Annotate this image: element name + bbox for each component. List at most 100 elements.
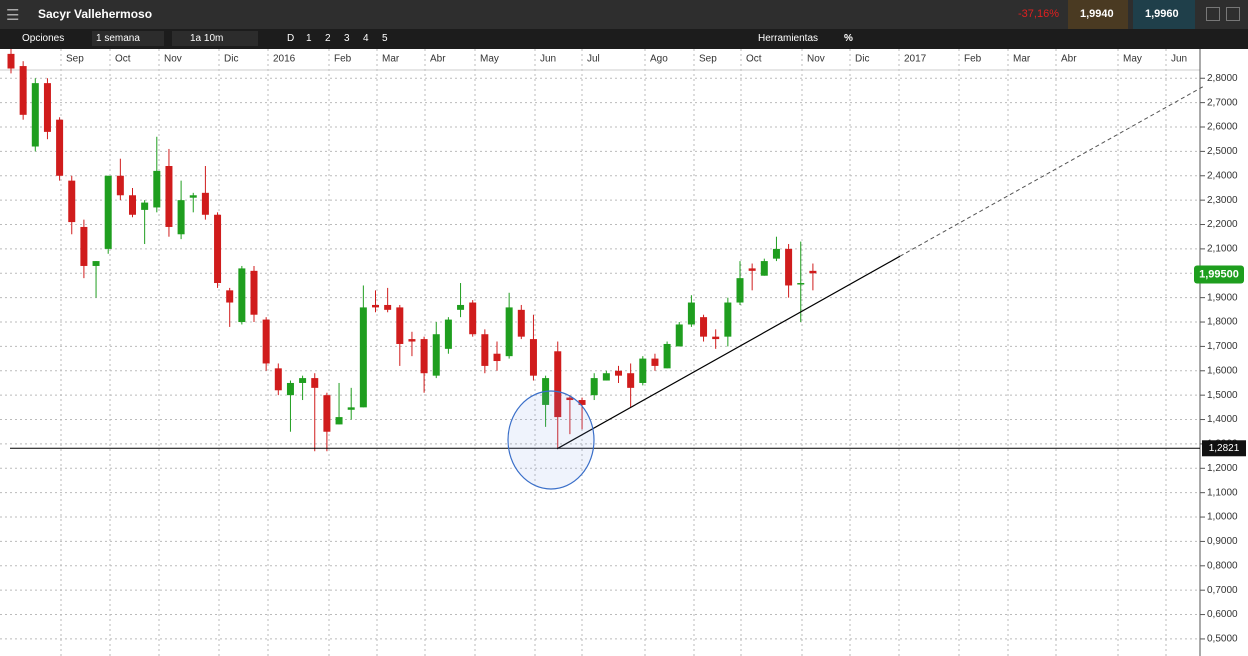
support-tag bbox=[1202, 440, 1246, 457]
y-tick-label: 1,9000 bbox=[1207, 292, 1238, 303]
candle-body bbox=[639, 358, 647, 383]
x-axis-band bbox=[0, 49, 1200, 69]
toolbar-button[interactable]: 1 bbox=[306, 33, 312, 44]
y-tick-label: 2,8000 bbox=[1207, 73, 1238, 84]
x-tick-label: Jun bbox=[540, 54, 556, 65]
x-tick-label: 2017 bbox=[904, 54, 927, 65]
range-select[interactable]: 1a 10m bbox=[172, 31, 258, 46]
x-tick-label: May bbox=[1123, 54, 1142, 65]
x-tick-label: Abr bbox=[1061, 54, 1077, 65]
toolbar-button[interactable]: 2 bbox=[325, 33, 331, 44]
toolbar-button[interactable]: 5 bbox=[382, 33, 388, 44]
x-tick-label: Sep bbox=[699, 54, 717, 65]
candle-body bbox=[226, 290, 234, 303]
candle-body bbox=[566, 397, 574, 401]
y-tick-label: 1,6000 bbox=[1207, 365, 1238, 376]
candle-body bbox=[797, 283, 805, 285]
candle-body bbox=[165, 166, 173, 227]
y-tick-label: 2,6000 bbox=[1207, 122, 1238, 133]
bid-box[interactable]: 1,9940 bbox=[1068, 0, 1128, 29]
period: 1 semana bbox=[96, 33, 140, 44]
x-tick-label: Jun bbox=[1171, 54, 1187, 65]
candle-body bbox=[578, 400, 586, 405]
candle-body bbox=[554, 351, 562, 418]
y-tick-label: 1,4000 bbox=[1207, 414, 1238, 425]
candle-body bbox=[43, 83, 51, 132]
candle-body bbox=[153, 170, 161, 208]
candle-body bbox=[700, 317, 708, 337]
toolbar-button[interactable]: D bbox=[287, 33, 295, 44]
candle-body bbox=[602, 373, 610, 381]
candle-body bbox=[687, 302, 695, 325]
y-tick-label: 0,8000 bbox=[1207, 560, 1238, 571]
candle-body bbox=[675, 324, 683, 347]
y-tick-label: 2,1000 bbox=[1207, 244, 1238, 255]
candle-body bbox=[141, 202, 149, 210]
x-tick-label: Jul bbox=[587, 54, 600, 65]
window-button[interactable] bbox=[1206, 7, 1220, 21]
options[interactable]: Opciones bbox=[22, 33, 65, 44]
x-tick-label: Nov bbox=[164, 54, 182, 65]
candle-body bbox=[627, 373, 635, 388]
x-tick-label: Abr bbox=[430, 54, 446, 65]
ask-box[interactable]: 1,9960 bbox=[1133, 0, 1195, 29]
candle-body bbox=[31, 83, 39, 147]
menu-icon[interactable]: ☰ bbox=[6, 7, 20, 24]
candle-body bbox=[481, 334, 489, 366]
y-tick-label: 2,5000 bbox=[1207, 146, 1238, 157]
candle-body bbox=[250, 270, 258, 315]
ask: 1,9960 bbox=[1145, 8, 1179, 20]
x-tick-label: May bbox=[480, 54, 499, 65]
last-price-label: 1,99500 bbox=[1199, 268, 1239, 280]
tools[interactable]: Herramientas bbox=[758, 33, 819, 44]
candle-body bbox=[469, 302, 477, 335]
candle-body bbox=[809, 270, 817, 274]
close-button[interactable] bbox=[1226, 7, 1240, 21]
y-tick-label: 2,4000 bbox=[1207, 170, 1238, 181]
candle-body bbox=[408, 339, 416, 342]
candle-body bbox=[129, 195, 136, 215]
candle-body bbox=[214, 214, 222, 284]
percent-button[interactable]: % bbox=[844, 33, 853, 44]
y-tick-label: 2,7000 bbox=[1207, 97, 1238, 108]
candle-body bbox=[372, 304, 379, 308]
y-tick-label: 1,1000 bbox=[1207, 487, 1238, 498]
candle-body bbox=[92, 261, 100, 266]
support-label: 1,2821 bbox=[1209, 443, 1240, 454]
y-tick-label: 0,9000 bbox=[1207, 536, 1238, 547]
toolbar-button[interactable]: 4 bbox=[363, 33, 369, 44]
last-price-tag bbox=[1194, 265, 1244, 284]
x-tick-label: Oct bbox=[746, 54, 762, 65]
y-tick-label: 0,6000 bbox=[1207, 609, 1238, 620]
candle-body bbox=[80, 226, 88, 266]
period-select[interactable]: 1 semana bbox=[92, 31, 164, 46]
change: -37,16% bbox=[1018, 8, 1059, 20]
x-tick-label: Oct bbox=[115, 54, 131, 65]
candle-body bbox=[68, 180, 76, 223]
header-bar: ☰ Sacyr Vallehermoso -37,16% 1,9940 1,99… bbox=[0, 0, 1248, 29]
range: 1a 10m bbox=[190, 33, 224, 44]
candle-body bbox=[274, 368, 282, 391]
candle-body bbox=[772, 248, 780, 259]
candle-body bbox=[651, 358, 659, 366]
candle-body bbox=[493, 353, 501, 362]
candle-body bbox=[384, 304, 392, 310]
candle-body bbox=[590, 378, 598, 396]
x-tick-label: Dic bbox=[224, 54, 238, 65]
candle-body bbox=[262, 319, 270, 364]
y-tick-label: 2,3000 bbox=[1207, 195, 1238, 206]
x-tick-label: Mar bbox=[382, 54, 400, 65]
x-tick-label: Ago bbox=[650, 54, 668, 65]
toolbar-button[interactable]: 3 bbox=[344, 33, 350, 44]
candle-body bbox=[323, 395, 331, 432]
candle-body bbox=[785, 248, 793, 286]
candle-body bbox=[760, 261, 768, 276]
candle-body bbox=[56, 119, 64, 176]
y-tick-label: 2,2000 bbox=[1207, 219, 1238, 230]
y-tick-label: 1,8000 bbox=[1207, 317, 1238, 328]
x-tick-label: Nov bbox=[807, 54, 825, 65]
trendline bbox=[556, 255, 901, 450]
candle-body bbox=[736, 278, 744, 303]
y-tick-label: 0,7000 bbox=[1207, 585, 1238, 596]
